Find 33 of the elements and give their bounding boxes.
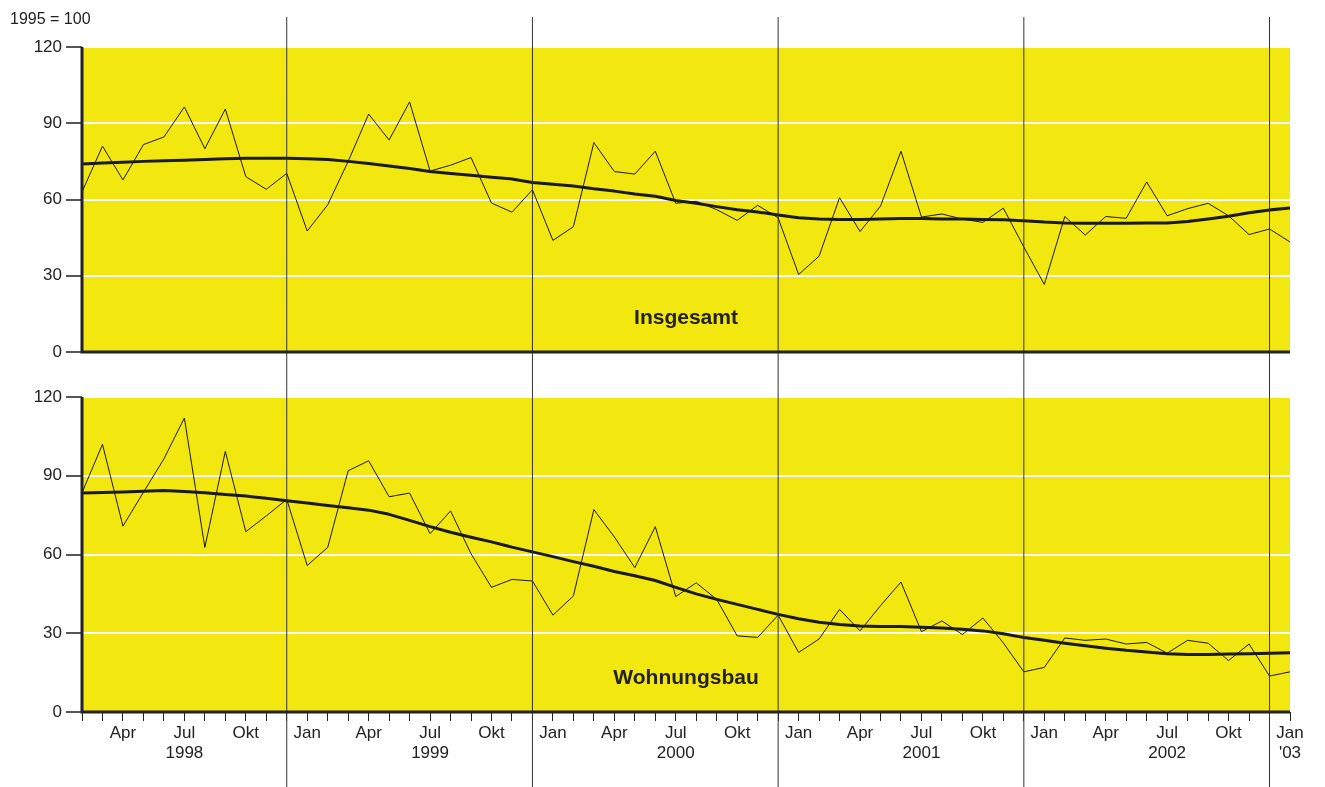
x-tick-label: Okt xyxy=(723,722,751,742)
y-tick-label: 60 xyxy=(43,544,62,564)
x-tick-label: Okt xyxy=(478,722,505,742)
x-tick-label: Jul 2001 xyxy=(902,722,941,763)
x-tick-label: Jan xyxy=(784,722,813,742)
y-tick-label: 30 xyxy=(43,265,62,285)
x-tick-label: Apr xyxy=(355,722,383,742)
y-tick-label: 60 xyxy=(43,189,62,209)
x-tick-label: Apr xyxy=(846,722,874,742)
y-tick-label: 120 xyxy=(33,36,62,56)
y-tick-label: 30 xyxy=(43,622,62,642)
x-tick-label: Jul 1998 xyxy=(165,722,204,763)
x-tick-label: Jan '03 xyxy=(1276,722,1304,763)
y-tick-label: 90 xyxy=(43,465,62,485)
x-tick-label: Jan xyxy=(1030,722,1059,742)
y-tick-label: 120 xyxy=(33,386,62,406)
annotation: Wohnungsbau xyxy=(613,665,759,688)
y-axis-title: 1995 = 100 xyxy=(10,10,91,27)
x-tick-label: Jan xyxy=(293,722,321,742)
x-tick-label: Okt xyxy=(1215,722,1243,742)
y-tick-label: 0 xyxy=(52,341,62,361)
x-tick-label: Jul 2002 xyxy=(1148,722,1187,763)
y-tick-label: 90 xyxy=(43,112,62,132)
x-tick-label: Jul 1999 xyxy=(411,722,449,763)
x-tick-label: Apr xyxy=(601,722,628,742)
x-tick-label: Jan xyxy=(539,722,567,742)
y-tick-label: 0 xyxy=(52,701,62,721)
x-tick-label: Okt xyxy=(232,722,260,742)
x-tick-label: Jul 2000 xyxy=(656,722,695,763)
x-tick-label: Apr xyxy=(1092,722,1120,742)
x-tick-label: Okt xyxy=(969,722,997,742)
x-tick-label: Apr xyxy=(109,722,137,742)
annotation: Insgesamt xyxy=(634,305,738,328)
